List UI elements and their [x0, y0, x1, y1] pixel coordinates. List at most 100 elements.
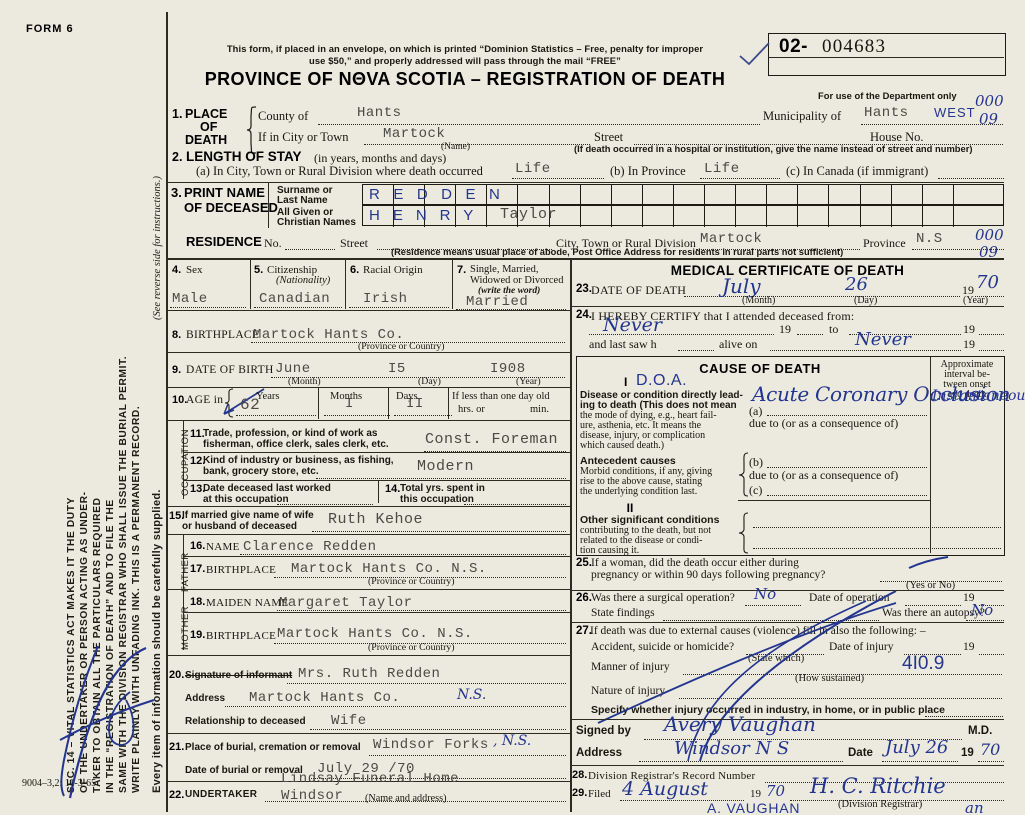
row-divider-below-11 — [183, 452, 571, 453]
surname-grid[interactable] — [362, 184, 1004, 206]
residence-city-value: Martock — [700, 231, 763, 247]
certify-to-dotline — [849, 333, 961, 335]
dod-label: DATE OF DEATH — [591, 283, 687, 297]
cause-a-value: Acute Coronary Occlusion — [752, 382, 1011, 406]
residence-margin-code-bottom: 09 — [979, 243, 999, 261]
place-of-death-item-no: 1. — [172, 107, 183, 121]
filed-year-value: 70 — [766, 782, 786, 800]
given-names-grid[interactable] — [362, 205, 1004, 227]
dob-year-value: I908 — [490, 361, 526, 377]
given-name-hand-value: HENRY — [369, 207, 487, 224]
grid-cell — [954, 185, 985, 206]
grid-cell — [394, 185, 426, 206]
total-years-item-no: 14. — [385, 483, 401, 495]
how-sustained-sub: (How sustained) — [795, 673, 865, 684]
undertaker-sub-label: (Name and address) — [365, 793, 447, 804]
external-item-no: 27. — [576, 625, 592, 637]
cause-roman-one: I — [624, 375, 628, 389]
alive-on-dotline — [770, 349, 961, 351]
grid-cell — [674, 206, 706, 227]
marital-item-no: 7. — [457, 264, 467, 276]
md-address-dotline — [639, 760, 843, 762]
dod-year-value: 70 — [976, 272, 999, 293]
industry-dotline — [316, 477, 566, 479]
cause-section-divider — [738, 500, 930, 501]
grid-cell — [767, 206, 799, 227]
informant-relationship-value: Wife — [331, 713, 367, 729]
stay-province-value: Life — [704, 161, 740, 177]
stay-canada-label: (c) In Canada (if immigrant) — [786, 164, 929, 178]
length-of-stay-heading: LENGTH OF STAY — [186, 149, 302, 164]
grid-cell — [954, 206, 985, 227]
other-conditions-label-3: tion causing it. — [580, 545, 640, 556]
registration-number: 004683 — [822, 36, 887, 57]
stay-city-value: Life — [515, 161, 551, 177]
cause-roman-two: II — [626, 501, 634, 515]
municipality-dotline — [861, 123, 1003, 125]
grid-cell — [829, 206, 861, 227]
grid-cell — [892, 185, 923, 206]
length-of-stay-sub: (in years, months and days) — [314, 151, 447, 165]
stay-province-dotline — [700, 177, 780, 179]
record-number-item-no: 28. — [572, 769, 588, 781]
mother-birthplace-dotline — [274, 642, 566, 644]
row-divider-below-15 — [166, 534, 571, 536]
certify-year2-dotline — [979, 333, 1004, 335]
cause-a-due-to: due to (or as a consequence of) — [749, 416, 899, 430]
informant-item-no: 20. — [169, 669, 185, 681]
burial-date-value: July 29 /70 — [317, 761, 415, 777]
sidebar-divider — [166, 12, 168, 812]
residence-margin-code-top: 000 — [975, 226, 1004, 244]
md-address-label: Address — [576, 747, 623, 759]
dob-dotline — [271, 376, 565, 378]
other-conditions-brace — [738, 512, 749, 554]
grid-cell — [767, 185, 799, 206]
undertaker-item-no: 22. — [169, 789, 185, 801]
informant-label: Signature of informant — [185, 670, 293, 681]
md-date-value: July 26 — [885, 737, 949, 758]
grid-cell — [736, 185, 768, 206]
record-number-label: Division Registrar's Record Number — [588, 770, 756, 782]
spouse-item-no: 15. — [169, 510, 185, 522]
birthplace-sub-label: (Province or Country) — [358, 341, 445, 352]
operation-year: 19 — [963, 592, 975, 604]
print-name-item-no: 3. — [171, 185, 182, 200]
burial-date-dotline — [311, 777, 566, 779]
trade-value: Const. Foreman — [425, 431, 559, 448]
nature-label: Nature of injury — [591, 685, 666, 697]
autopsy-label: Was there an autopsy? — [882, 607, 985, 619]
margin-code-bottom: 09 — [979, 110, 999, 128]
nature-dotline — [679, 697, 1002, 699]
row-divider-below-8 — [166, 352, 571, 354]
dod-month-sub: (Month) — [742, 295, 776, 306]
surgical-item-no: 26. — [576, 592, 592, 604]
age-days-value: II — [406, 396, 424, 412]
injury-code-value: 4I0.9 — [902, 653, 945, 674]
md-year-dotline — [978, 760, 1004, 762]
dod-year-dotline — [975, 295, 1004, 297]
racial-origin-dotline — [349, 306, 449, 308]
municipality-value: Hants — [864, 105, 909, 121]
cause-a-marker: (a) — [749, 404, 763, 418]
registrar-typed-name: A. VAUGHAN — [707, 800, 801, 815]
registrar-signature: H. C. Ritchie — [810, 774, 946, 798]
antecedent-label-3: the underlying condition last. — [580, 486, 698, 497]
cause-b-due-to: due to (or as a consequence of) — [749, 468, 899, 482]
burial-place-hand: , N.S. — [493, 733, 532, 749]
col-divider-13-14 — [378, 481, 379, 503]
pregnancy-label-1: If a woman, did the death occur either d… — [591, 557, 799, 569]
surgical-label: Was there a surgical operation? — [591, 592, 735, 604]
industry-item-no: 12. — [190, 455, 206, 467]
registration-prefix: 02- — [779, 36, 808, 57]
certify-from-dotline — [589, 333, 774, 335]
trade-label-2: fisherman, office clerk, sales clerk, et… — [203, 439, 389, 450]
citizenship-item-no: 5. — [254, 264, 264, 276]
grid-cell — [705, 206, 737, 227]
city-value: Martock — [383, 126, 446, 142]
dod-month-value: July — [722, 274, 761, 298]
birthplace-label: BIRTHPLACE — [186, 329, 260, 341]
stay-province-label: (b) In Province — [610, 164, 686, 178]
age-years-value: 62 — [240, 396, 261, 414]
age-months-value: I — [345, 396, 354, 412]
